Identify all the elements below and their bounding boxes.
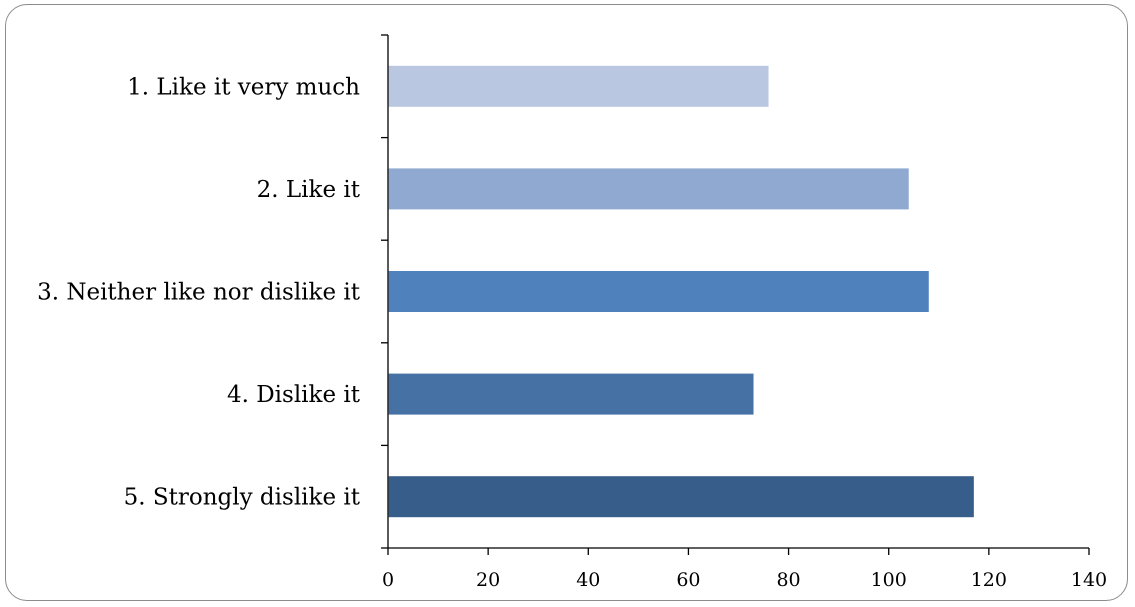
axis-ticks: 0 20 40 60 80 100 120 140 xyxy=(381,34,1107,591)
x-tick-label: 120 xyxy=(971,569,1007,591)
x-tick-label: 60 xyxy=(676,569,700,591)
x-tick-label: 100 xyxy=(871,569,907,591)
axes xyxy=(387,35,1089,549)
bar-2 xyxy=(388,168,909,210)
category-labels: 1. Like it very much 2. Like it 3. Neither… xyxy=(37,74,361,510)
bar-4 xyxy=(388,373,754,415)
bar-5 xyxy=(388,476,974,518)
x-tick-label: 20 xyxy=(476,569,500,591)
x-tick-label: 80 xyxy=(776,569,800,591)
bar-3 xyxy=(388,271,929,312)
category-label-3: 3. Neither like nor dislike it xyxy=(37,280,361,306)
bar-1 xyxy=(388,65,769,107)
x-tick-label: 40 xyxy=(576,569,600,591)
category-label-4: 4. Dislike it xyxy=(227,382,361,408)
category-label-5: 5. Strongly dislike it xyxy=(124,485,361,511)
category-label-2: 2. Like it xyxy=(257,177,361,203)
bars xyxy=(388,65,974,518)
x-tick-label: 140 xyxy=(1071,569,1107,591)
x-tick-label: 0 xyxy=(382,569,394,591)
category-label-1: 1. Like it very much xyxy=(127,74,360,100)
